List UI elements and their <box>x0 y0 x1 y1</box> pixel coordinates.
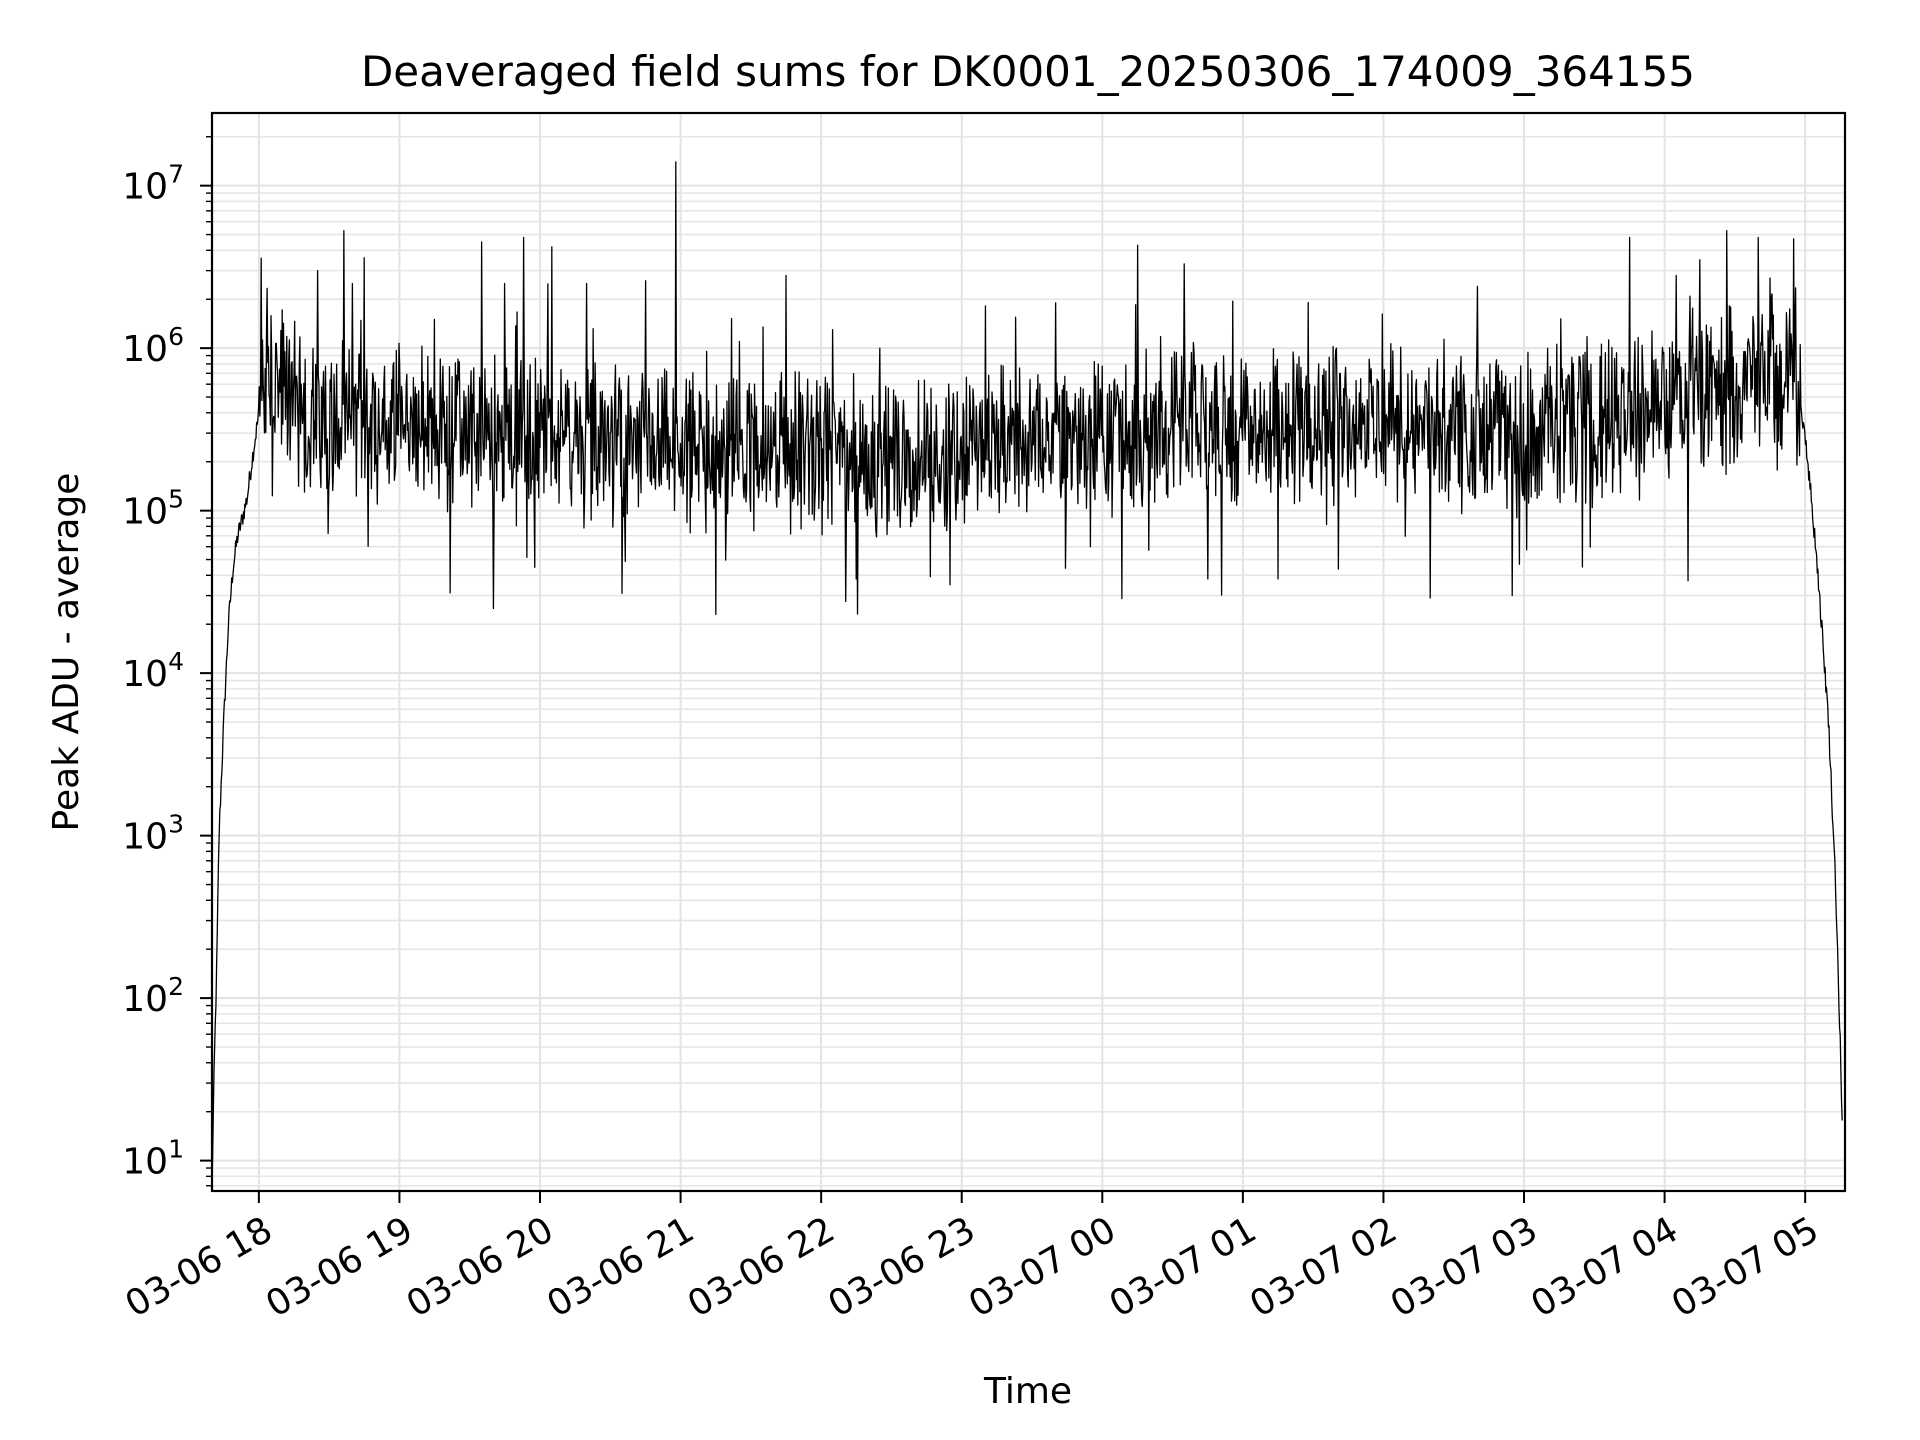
y-tick-label: 103 <box>122 810 184 858</box>
y-tick-label: 105 <box>122 485 184 533</box>
y-tick-label: 107 <box>122 160 184 208</box>
y-tick-label: 102 <box>122 972 184 1020</box>
series-group <box>211 161 1843 1183</box>
y-tick-label: 106 <box>122 322 184 370</box>
y-tick-label: 104 <box>122 647 184 695</box>
y-tick-label: 101 <box>122 1135 184 1183</box>
y-axis-label: Peak ADU - average <box>46 473 87 832</box>
major-gridlines <box>212 113 1845 1191</box>
chart-title: Deaveraged field sums for DK0001_2025030… <box>361 47 1695 96</box>
plot-frame <box>210 111 1847 1193</box>
y-axis: 101 102 103 104 105 106 107 <box>122 136 212 1187</box>
x-axis-label: Time <box>983 1371 1072 1412</box>
series-line <box>211 161 1843 1183</box>
